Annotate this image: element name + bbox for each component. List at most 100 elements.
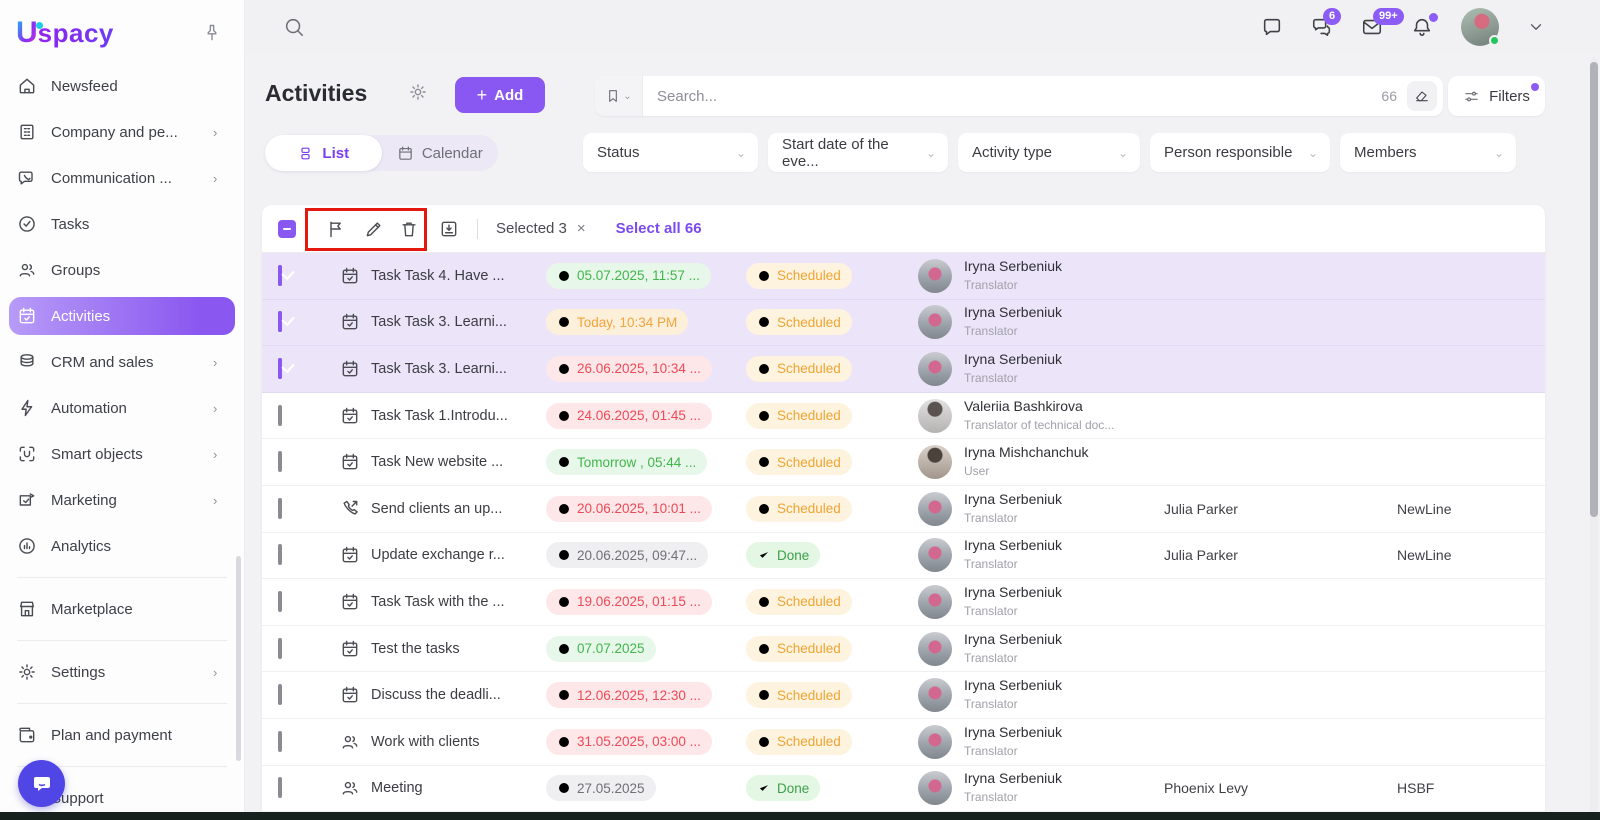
person-name: Iryna Serbeniuk	[964, 723, 1063, 740]
sidebar-pin-icon[interactable]	[202, 23, 222, 43]
row-checkbox[interactable]	[278, 590, 282, 612]
table-row[interactable]: Meeting 27.05.2025 Done Iryna Serbeniuk T…	[262, 765, 1545, 812]
scrollbar-thumb[interactable]	[1590, 62, 1598, 517]
sidebar-item-automation[interactable]: Automation ›	[9, 389, 235, 427]
search-bar: ⌄ 66	[595, 76, 1443, 116]
responsible-person[interactable]: Iryna Serbeniuk Translator	[918, 491, 1164, 527]
chevron-down-icon: ⌄	[1493, 145, 1504, 160]
filter-select-start-date-of-the-eve[interactable]: Start date of the eve... ⌄	[768, 133, 948, 172]
messenger-icon[interactable]: 6	[1311, 8, 1342, 38]
table-row[interactable]: Task New website ... Tomorrow , 05:44 ..…	[262, 439, 1545, 486]
search-input[interactable]	[643, 87, 1382, 105]
responsible-person[interactable]: Iryna Serbeniuk Translator	[918, 351, 1164, 387]
profile-menu-chevron-icon[interactable]	[1527, 18, 1545, 36]
responsible-person[interactable]: Iryna Serbeniuk Translator	[918, 724, 1164, 760]
view-switcher: List Calendar	[265, 135, 498, 171]
responsible-person[interactable]: Iryna Serbeniuk Translator	[918, 631, 1164, 667]
add-button[interactable]: + Add	[455, 77, 545, 113]
clear-search-eraser-icon[interactable]	[1407, 81, 1437, 111]
sidebar-item-settings[interactable]: Settings ›	[9, 653, 235, 691]
sidebar-item-tasks[interactable]: Tasks ›	[9, 205, 235, 243]
activities-settings-gear-icon[interactable]	[408, 82, 428, 102]
sidebar-item-crm-and-sales[interactable]: CRM and sales ›	[9, 343, 235, 381]
table-row[interactable]: Task Task 4. Have ... 05.07.2025, 11:57 …	[262, 253, 1545, 300]
person-avatar	[918, 258, 952, 293]
sidebar-item-company-and-pe[interactable]: Company and pe... ›	[9, 113, 235, 151]
table-row[interactable]: Task Task 3. Learni... Today, 10:34 PM S…	[262, 299, 1545, 347]
company-cell: NewLine	[1397, 547, 1452, 564]
responsible-person[interactable]: Iryna Serbeniuk Translator	[918, 537, 1164, 573]
filters-button[interactable]: Filters	[1448, 76, 1545, 116]
person-role: Translator	[964, 650, 1018, 665]
global-search-icon[interactable]	[283, 16, 305, 38]
filter-select-activity-type[interactable]: Activity type ⌄	[958, 133, 1140, 172]
sidebar-item-label: Automation	[51, 399, 127, 417]
row-checkbox[interactable]	[278, 684, 282, 706]
row-checkbox[interactable]	[278, 404, 282, 426]
table-row[interactable]: Test the tasks 07.07.2025 Scheduled Iryn…	[262, 625, 1545, 673]
responsible-person[interactable]: Iryna Serbeniuk Translator	[918, 584, 1164, 620]
responsible-person[interactable]: Iryna Mishchanchuk User	[918, 444, 1164, 480]
person-name: Iryna Mishchanchuk	[964, 444, 1089, 461]
page-scrollbar[interactable]	[1590, 58, 1598, 816]
filter-select-label: Status	[597, 144, 640, 161]
tab-list[interactable]: List	[265, 135, 382, 171]
flag-button[interactable]	[326, 219, 346, 239]
sidebar-item-plan-and-payment[interactable]: Plan and payment ›	[9, 716, 235, 754]
sidebar-item-newsfeed[interactable]: Newsfeed ›	[9, 67, 235, 105]
row-checkbox[interactable]	[278, 544, 282, 566]
table-row[interactable]: Send clients an up... 20.06.2025, 10:01 …	[262, 485, 1545, 533]
responsible-person[interactable]: Iryna Serbeniuk Translator	[918, 304, 1164, 340]
logo-u-glyph: U	[16, 16, 38, 49]
uspacy-logo[interactable]: U spacy	[16, 16, 114, 50]
feedback-bubble-icon[interactable]	[1261, 16, 1283, 38]
table-row[interactable]: Task Task with the ... 19.06.2025, 01:15…	[262, 579, 1545, 626]
row-checkbox[interactable]	[278, 730, 282, 752]
filter-select-status[interactable]: Status ⌄	[583, 133, 758, 172]
messenger-badge: 6	[1323, 8, 1342, 25]
row-checkbox[interactable]	[278, 497, 282, 519]
row-checkbox[interactable]	[278, 357, 282, 379]
table-row[interactable]: Task Task 3. Learni... 26.06.2025, 10:34…	[262, 346, 1545, 393]
sidebar-item-marketing[interactable]: Marketing ›	[9, 481, 235, 519]
activity-title: Task Task with the ...	[371, 593, 505, 610]
export-button[interactable]	[439, 219, 459, 239]
responsible-person[interactable]: Iryna Serbeniuk Translator	[918, 770, 1164, 806]
delete-button[interactable]	[399, 219, 419, 239]
filter-select-members[interactable]: Members ⌄	[1340, 133, 1516, 172]
sidebar-item-label: Activities	[51, 307, 111, 325]
sidebar-item-communication[interactable]: Communication ... ›	[9, 159, 235, 197]
edit-button[interactable]	[364, 219, 384, 239]
row-checkbox[interactable]	[278, 777, 282, 799]
sidebar-item-label: Communication ...	[51, 169, 172, 187]
clear-selection-icon[interactable]: ×	[576, 220, 586, 237]
table-row[interactable]: Discuss the deadli... 12.06.2025, 12:30 …	[262, 672, 1545, 719]
table-row[interactable]: Task Task 1.Introdu... 24.06.2025, 01:45…	[262, 392, 1545, 440]
filter-select-person-responsible[interactable]: Person responsible ⌄	[1150, 133, 1330, 172]
sidebar-item-activities[interactable]: Activities ›	[9, 297, 235, 335]
sidebar-item-support[interactable]: Support ›	[9, 779, 235, 817]
row-checkbox[interactable]	[278, 311, 282, 333]
responsible-person[interactable]: Valeriia Bashkirova Translator of technic…	[918, 398, 1164, 434]
support-chat-fab[interactable]	[18, 760, 65, 807]
sidebar-scrollbar[interactable]	[236, 556, 241, 761]
row-checkbox[interactable]	[278, 637, 282, 659]
table-row[interactable]: Update exchange r... 20.06.2025, 09:47..…	[262, 532, 1545, 580]
mail-icon[interactable]: 99+	[1361, 8, 1404, 38]
tab-calendar[interactable]: Calendar	[382, 135, 499, 171]
responsible-person[interactable]: Iryna Serbeniuk Translator	[918, 677, 1164, 713]
notifications-bell-icon[interactable]	[1411, 13, 1438, 38]
table-row[interactable]: Work with clients 31.05.2025, 03:00 ... …	[262, 718, 1545, 766]
select-all-link[interactable]: Select all 66	[615, 220, 702, 237]
user-avatar[interactable]	[1461, 8, 1500, 46]
row-checkbox[interactable]	[278, 451, 282, 473]
responsible-person[interactable]: Iryna Serbeniuk Translator	[918, 258, 1164, 294]
saved-search-bookmark-icon[interactable]: ⌄	[595, 76, 643, 116]
select-all-checkbox[interactable]	[278, 219, 296, 238]
sidebar-item-marketplace[interactable]: Marketplace ›	[9, 590, 235, 628]
row-checkbox[interactable]	[278, 264, 282, 286]
sidebar-item-smart-objects[interactable]: Smart objects ›	[9, 435, 235, 473]
date-badge: 07.07.2025	[546, 635, 656, 662]
sidebar-item-groups[interactable]: Groups ›	[9, 251, 235, 289]
sidebar-item-analytics[interactable]: Analytics ›	[9, 527, 235, 565]
